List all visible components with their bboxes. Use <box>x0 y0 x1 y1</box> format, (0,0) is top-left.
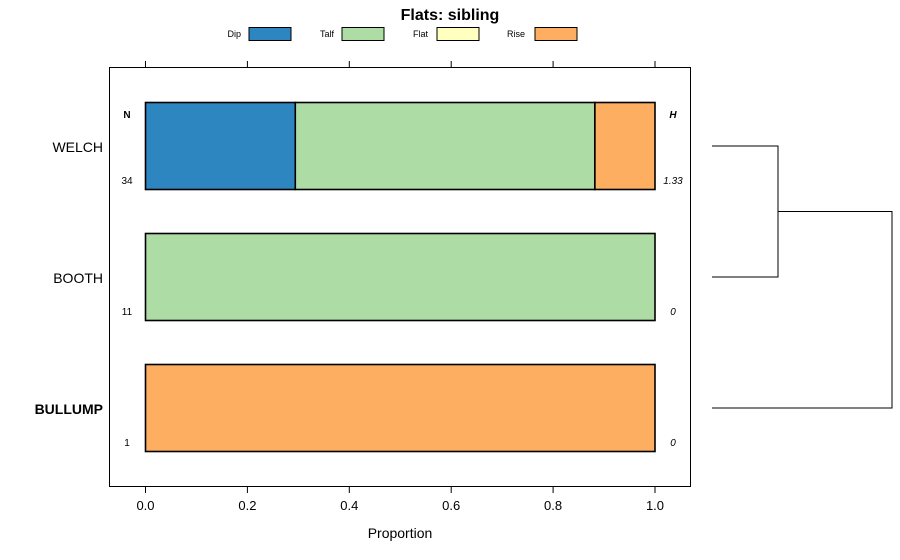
bar-row-booth: BOOTH 11 0 <box>53 232 676 322</box>
x-tick-label: 0.6 <box>442 498 460 513</box>
x-axis: 0.0 0.2 0.4 0.6 0.8 1.0 <box>136 61 664 513</box>
n-value: 11 <box>122 307 133 318</box>
dendrogram-branches <box>712 145 893 409</box>
legend: Dip Talf Flat Rise <box>227 27 578 41</box>
legend-label-talf: Talf <box>320 29 335 39</box>
h-value: 0 <box>670 438 676 449</box>
n-column-header: N <box>123 110 130 121</box>
legend-label-dip: Dip <box>227 29 241 39</box>
bar-segment-talf <box>144 232 656 322</box>
bar-segment-rise <box>144 363 656 453</box>
n-value: 1 <box>124 438 130 449</box>
bar-rows: WELCH 34 1.33 BOOTH 11 0 BULLUMP 1 0 <box>35 101 683 453</box>
row-label: BOOTH <box>53 270 103 286</box>
legend-swatch-rise <box>534 27 578 41</box>
row-label: BULLUMP <box>35 401 103 417</box>
bar-segment-dip <box>144 101 297 191</box>
dendrogram <box>712 145 893 409</box>
bar-segment-talf <box>294 101 596 191</box>
x-tick-label: 1.0 <box>646 498 664 513</box>
x-tick-label: 0.4 <box>340 498 358 513</box>
bar-row-welch: WELCH 34 1.33 <box>52 101 683 191</box>
plot-frame <box>109 67 691 487</box>
legend-label-rise: Rise <box>507 29 525 39</box>
n-value: 34 <box>121 176 133 187</box>
chart-title: Flats: sibling <box>401 7 500 24</box>
h-value: 1.33 <box>663 176 683 187</box>
row-label: WELCH <box>52 139 103 155</box>
x-tick-label: 0.0 <box>136 498 154 513</box>
legend-swatch-dip <box>248 27 292 41</box>
x-axis-label: Proportion <box>368 525 433 541</box>
x-tick-label: 0.8 <box>544 498 562 513</box>
x-tick-label: 0.2 <box>238 498 256 513</box>
h-value: 0 <box>670 307 676 318</box>
legend-swatch-talf <box>341 27 385 41</box>
legend-swatch-flat <box>436 27 480 41</box>
h-column-header: H <box>669 110 677 121</box>
bar-segment-rise <box>594 101 656 191</box>
legend-label-flat: Flat <box>413 29 429 39</box>
bar-row-bullump: BULLUMP 1 0 <box>35 363 676 453</box>
